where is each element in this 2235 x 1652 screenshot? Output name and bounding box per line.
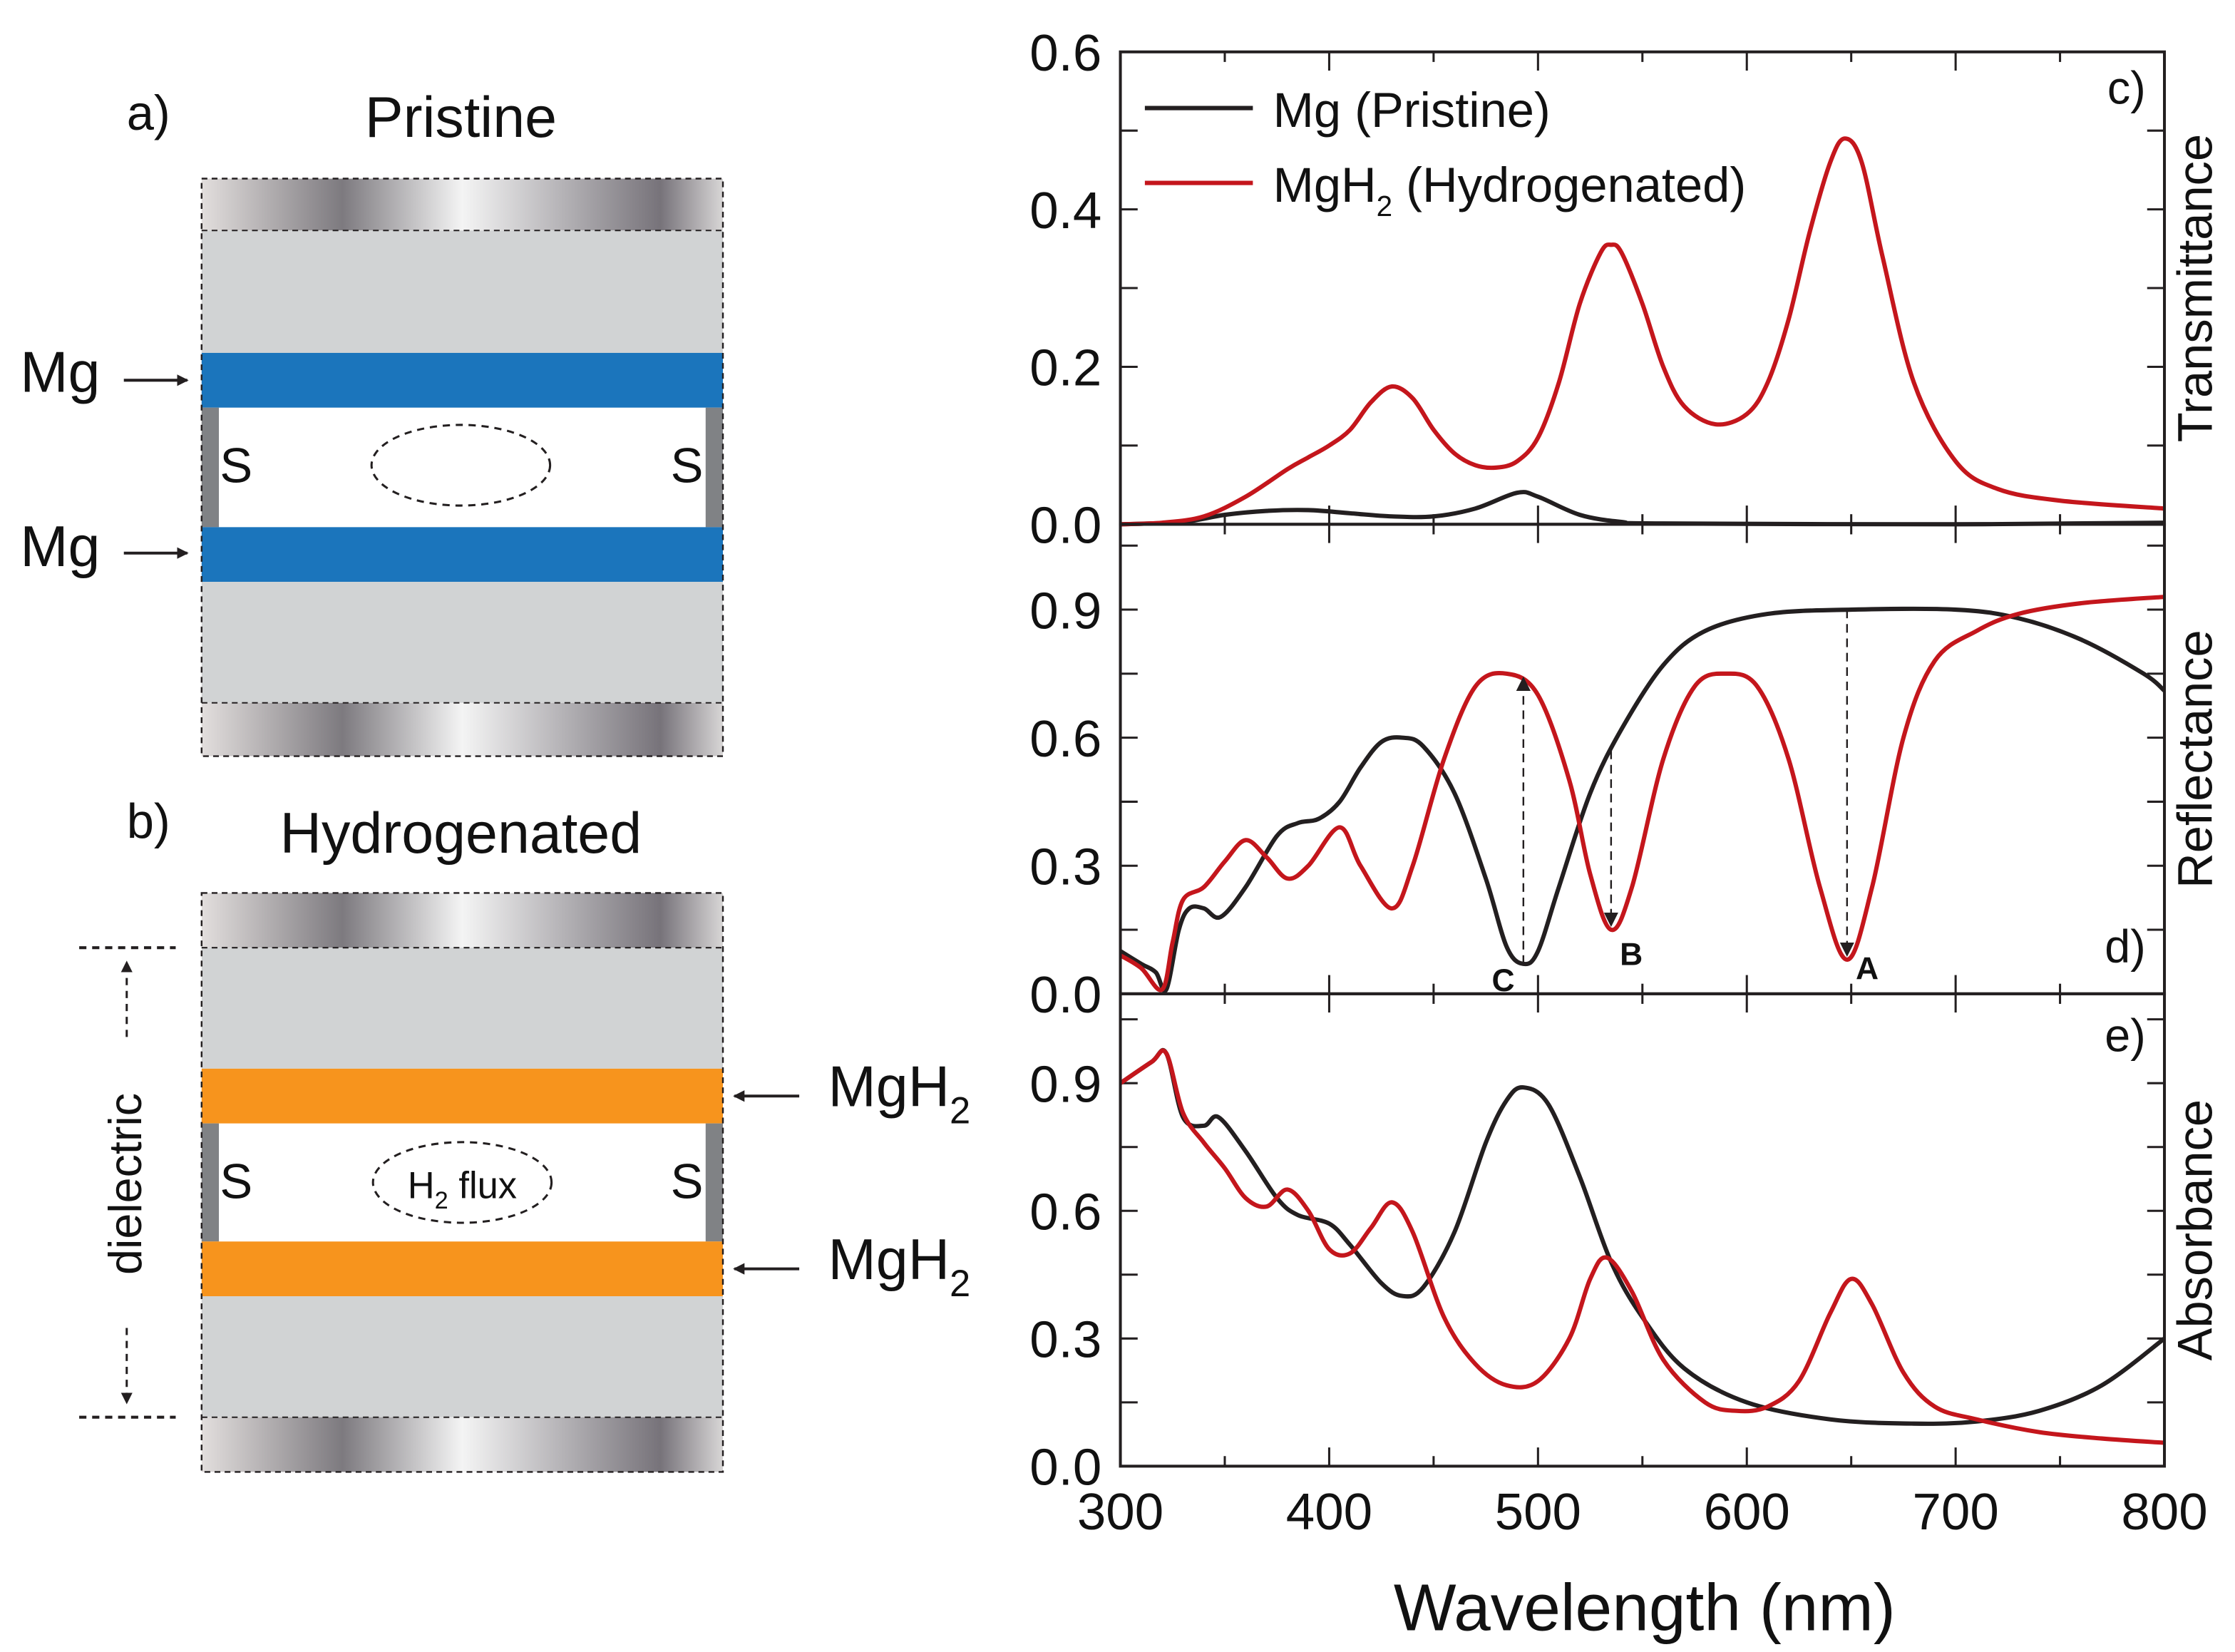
dielectric-layer [201,948,724,1069]
spectra-charts: 0.0 0.2 0.4 0.6 c) Transmittance 0.0 0.3 0.6 0.9 C… [1029,24,2222,1541]
series-line-pristine [1119,1047,2166,1426]
stack-outline [200,892,724,1473]
dielectric-label: dielectric [99,1093,151,1275]
diagram-hydrogenated: b) Hydrogenated H2 flux S S MgH2 MgH2 di… [79,794,970,1473]
panel-label-b: b) [127,794,170,849]
dielectric-layer [201,1296,724,1417]
series-line-hydrogenated [1120,136,2165,527]
panel-label: e) [2105,1010,2145,1062]
x-tick-label: 800 [2121,1483,2207,1541]
x-tick-label: 400 [1286,1483,1372,1541]
x-tick-label: 700 [1912,1483,1998,1541]
spacer-right [705,407,724,528]
y-axis-label: Reflectance [2168,630,2223,888]
y-tick-label: 0.2 [1029,339,1101,397]
diagram-pristine: a) Pristine S S Mg Mg [20,86,724,757]
x-tick-label: 300 [1077,1483,1163,1541]
top-substrate [201,178,724,231]
legend-label-hydrogenated: MgH2 (Hydrogenated) [1273,158,1747,222]
panel-label-a: a) [127,86,170,140]
plot-frame [1119,523,2167,995]
y-tick-label: 0.6 [1029,24,1101,82]
x-tick-label: 500 [1495,1483,1581,1541]
dielectric-layer [201,230,724,353]
spacer-left [201,1123,220,1242]
annotation-label: C [1492,963,1515,998]
spacer-label: S [671,1154,704,1209]
mgh2-layer-bottom [201,1241,724,1297]
plot-frame [1119,992,2167,1468]
legend-label-pristine: Mg (Pristine) [1273,83,1551,138]
annotation-label: A [1856,952,1879,987]
x-tick-label: 600 [1704,1483,1790,1541]
y-tick-label: 0.6 [1029,710,1101,768]
spacer-label: S [220,438,252,493]
spacer-label: S [220,1154,252,1209]
pristine-title: Pristine [365,86,557,150]
series-line-hydrogenated [1119,1048,2165,1445]
bottom-substrate [201,1417,724,1472]
spacer-label: S [671,438,704,493]
y-axis-label: Transmittance [2168,134,2223,442]
stack-outline [200,178,724,757]
panel-label: c) [2107,61,2146,113]
mg-label-top: Mg [20,340,100,404]
mgh2-label-bottom: MgH2 [828,1228,970,1305]
hydrogenated-title: Hydrogenated [280,801,642,866]
mgh2-label-top: MgH2 [828,1055,970,1132]
mg-label-bottom: Mg [20,515,100,579]
spacer-left [201,407,220,528]
y-tick-label: 0.0 [1029,966,1101,1024]
top-substrate [201,893,724,948]
y-tick-label: 0.0 [1029,497,1101,555]
y-tick-label: 0.3 [1029,1311,1101,1369]
y-tick-label: 0.6 [1029,1184,1101,1241]
h2-flux-ellipse [371,1141,553,1224]
annotation-label: B [1620,937,1643,972]
x-axis-label: Wavelength (nm) [1394,1571,1896,1645]
y-axis-label: Absorbance [2168,1099,2223,1360]
panel-label: d) [2105,920,2145,972]
h2-flux-label: H2 flux [408,1165,517,1214]
dielectric-layer [201,582,724,703]
y-tick-label: 0.4 [1029,182,1101,240]
series-line-pristine [1119,606,2167,993]
y-tick-label: 0.3 [1029,838,1101,896]
mg-layer-top [201,352,724,408]
y-tick-label: 0.0 [1029,1439,1101,1497]
mgh2-layer-top [201,1068,724,1124]
cavity-ellipse [370,424,552,507]
spacer-right [705,1123,724,1242]
legend: Mg (Pristine) MgH2 (Hydrogenated) [1144,83,1747,222]
bottom-substrate [201,702,724,756]
mg-layer-bottom [201,527,724,583]
y-tick-label: 0.9 [1029,1055,1101,1113]
y-tick-label: 0.9 [1029,582,1101,640]
series-line-hydrogenated [1119,595,2165,992]
